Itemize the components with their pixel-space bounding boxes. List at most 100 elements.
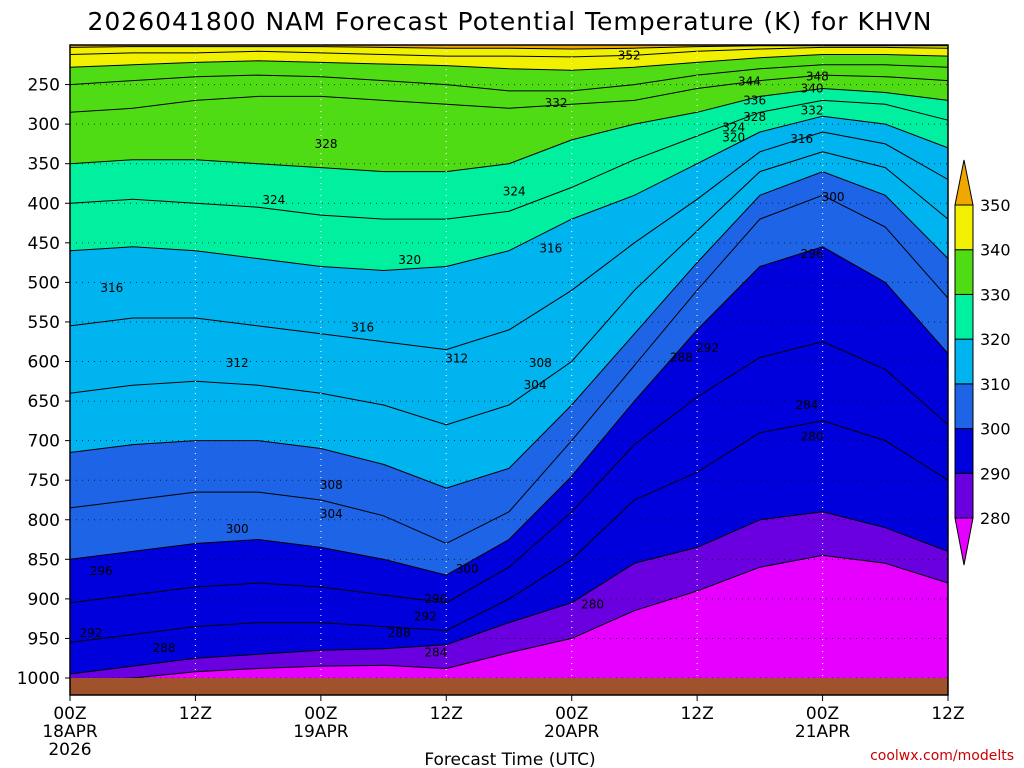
colorbar-band bbox=[954, 293, 974, 340]
isentrope-line-282 bbox=[69, 554, 949, 683]
chart-title: 2026041800 NAM Forecast Potential Temper… bbox=[88, 7, 933, 36]
isentrope-line-306 bbox=[69, 171, 949, 489]
isentrope-line-322 bbox=[69, 99, 949, 220]
colorbar-label: 340 bbox=[980, 241, 1011, 260]
y-tick-label: 600 bbox=[28, 353, 60, 373]
contour-label: 316 bbox=[351, 320, 374, 334]
contour-label: 296 bbox=[424, 592, 447, 606]
colorbar-under-arrow bbox=[954, 517, 974, 566]
colorbar-band bbox=[954, 383, 974, 430]
contour-label: 344 bbox=[738, 74, 761, 88]
contour-label: 300 bbox=[456, 562, 479, 576]
x-tick-label: 12Z bbox=[430, 704, 463, 724]
y-tick-label: 1000 bbox=[17, 669, 60, 689]
y-tick-label: 700 bbox=[28, 432, 60, 452]
contour-label: 304 bbox=[320, 507, 343, 521]
contour-label: 324 bbox=[262, 193, 285, 207]
colorbar-label: 310 bbox=[980, 375, 1011, 394]
isentrope-fill-coldest bbox=[70, 555, 948, 682]
y-tick-label: 750 bbox=[28, 471, 60, 491]
isentrope-line-338 bbox=[69, 54, 949, 71]
x-tick-label: 00Z bbox=[304, 704, 337, 724]
contour-label: 328 bbox=[743, 110, 766, 124]
contour-label: 312 bbox=[226, 356, 249, 370]
x-tick-label: 2026 bbox=[48, 740, 91, 760]
contour-label: 300 bbox=[822, 190, 845, 204]
x-tick-label: 12Z bbox=[179, 704, 212, 724]
x-tick-label: 12Z bbox=[931, 704, 964, 724]
contour-label: 320 bbox=[398, 253, 421, 267]
x-tick-label: 21APR bbox=[795, 722, 851, 742]
y-tick-label: 250 bbox=[28, 76, 60, 96]
isentrope-line-314 bbox=[69, 131, 949, 351]
y-tick-label: 300 bbox=[28, 115, 60, 135]
colorbar-label: 290 bbox=[980, 464, 1011, 483]
contour-label: 308 bbox=[529, 356, 552, 370]
contour-label: 324 bbox=[503, 184, 526, 198]
colorbar-label: 280 bbox=[980, 509, 1011, 528]
contour-label: 280 bbox=[801, 430, 824, 444]
contour-label: 308 bbox=[320, 478, 343, 492]
contour-label: 280 bbox=[581, 597, 604, 611]
colorbar-band bbox=[954, 204, 974, 251]
ground-strip bbox=[70, 678, 948, 695]
x-axis-label: Forecast Time (UTC) bbox=[424, 750, 595, 768]
colorbar-label: 300 bbox=[980, 420, 1011, 439]
contour-label: 292 bbox=[79, 626, 102, 640]
isentrope-line-302 bbox=[69, 194, 949, 545]
credit-text[interactable]: coolwx.com/modelts bbox=[870, 748, 1014, 764]
y-tick-label: 500 bbox=[28, 273, 60, 293]
contour-label: 288 bbox=[670, 351, 693, 365]
contour-label: 288 bbox=[388, 626, 411, 640]
contour-label: 292 bbox=[414, 609, 437, 623]
contour-label: 340 bbox=[801, 82, 824, 96]
contour-label: 316 bbox=[100, 281, 123, 295]
colorbar-label: 350 bbox=[980, 196, 1011, 215]
contour-label: 316 bbox=[539, 241, 562, 255]
isentrope-line-298 bbox=[69, 246, 949, 576]
plot-frame bbox=[69, 44, 949, 696]
y-tick-label: 650 bbox=[28, 392, 60, 412]
x-tick-label: 20APR bbox=[544, 722, 600, 742]
contour-label: 292 bbox=[696, 341, 719, 355]
isentrope-line-286 bbox=[69, 511, 949, 675]
contour-label: 328 bbox=[315, 137, 338, 151]
isentrope-line-346 bbox=[69, 45, 948, 50]
colorbar-label: 330 bbox=[980, 285, 1011, 304]
contour-label: 300 bbox=[226, 522, 249, 536]
contour-label: 336 bbox=[743, 93, 766, 107]
contour-label: 324 bbox=[722, 120, 745, 134]
x-tick-label: 00Z bbox=[806, 704, 839, 724]
y-tick-label: 800 bbox=[28, 511, 60, 531]
contour-label: 284 bbox=[424, 646, 447, 660]
contour-label: 352 bbox=[618, 48, 641, 62]
contour-label: 296 bbox=[90, 564, 113, 578]
y-tick-label: 550 bbox=[28, 313, 60, 333]
colorbar: 280 290 300 310 320 330 340 350 bbox=[954, 159, 1011, 566]
x-tick-label: 12Z bbox=[681, 704, 714, 724]
contour-label: 320 bbox=[722, 131, 745, 145]
contour-label: 348 bbox=[806, 70, 829, 84]
y-tick-label: 950 bbox=[28, 629, 60, 649]
colorbar-band bbox=[954, 428, 974, 474]
contour-label: 312 bbox=[445, 351, 468, 365]
contour-label: 316 bbox=[790, 132, 813, 146]
isentrope-line-330 bbox=[69, 74, 949, 113]
isentrope-line-294 bbox=[69, 341, 949, 604]
colorbar-band bbox=[954, 472, 974, 519]
colorbar-band bbox=[954, 338, 974, 385]
contour-label: 332 bbox=[545, 96, 568, 110]
y-axis: 250 300 350 400 450 500 550 600 650 700 750 800 850 9… bbox=[17, 76, 70, 689]
isentrope-line-310 bbox=[69, 151, 949, 426]
contour-label: 304 bbox=[524, 378, 547, 392]
contour-label: 284 bbox=[795, 398, 818, 412]
x-tick-label: 00Z bbox=[555, 704, 588, 724]
isentrope-line-318 bbox=[69, 115, 949, 272]
contour-label: 288 bbox=[153, 641, 176, 655]
x-tick-label: 18APR bbox=[42, 722, 98, 742]
contour-label: 296 bbox=[801, 247, 824, 261]
y-tick-label: 450 bbox=[28, 234, 60, 254]
